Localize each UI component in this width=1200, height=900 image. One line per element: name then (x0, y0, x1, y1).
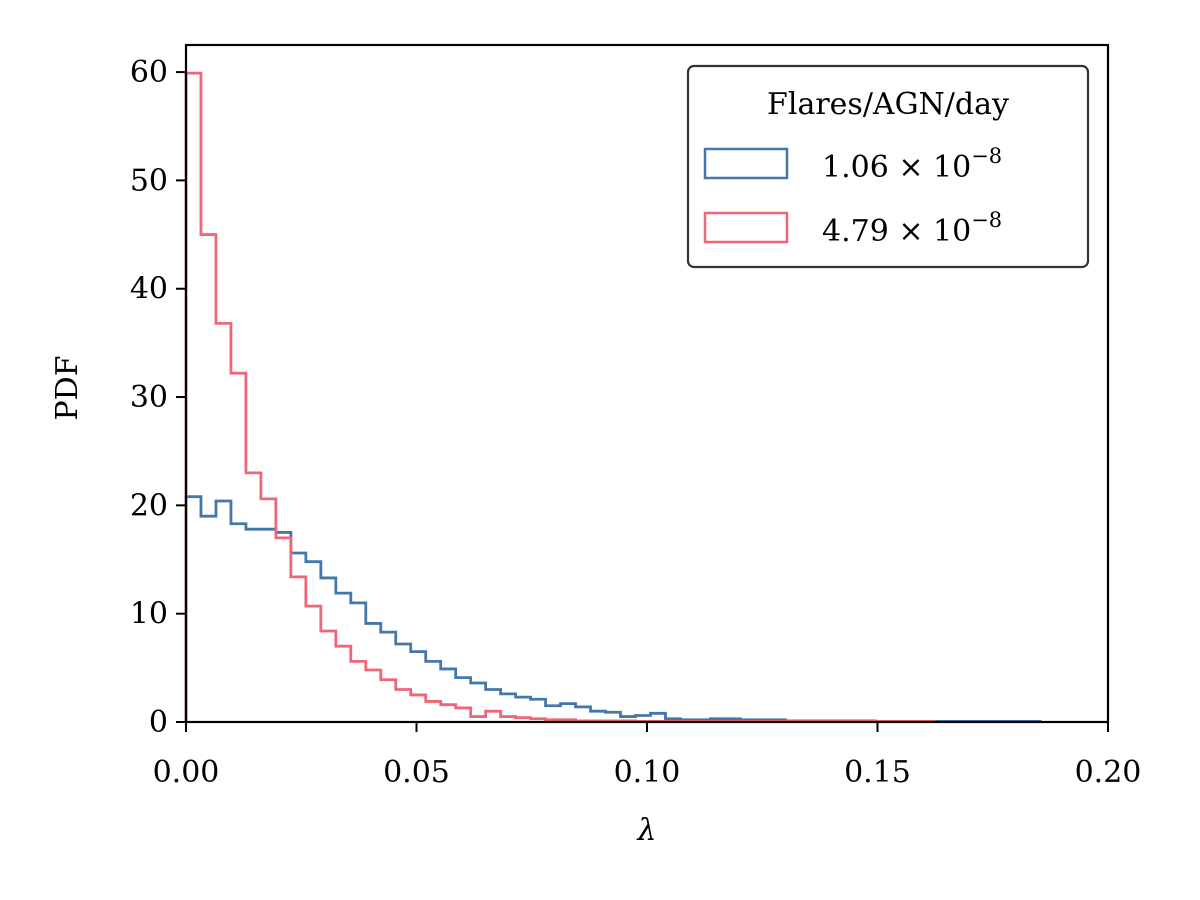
y-axis-label: PDF (50, 355, 85, 420)
legend-label-series-1: 1.06 × 10−8 (822, 144, 1002, 185)
x-axis-label: λ (636, 813, 656, 848)
x-tick-label: 0.15 (844, 755, 911, 790)
legend-swatch-series-2 (703, 211, 789, 244)
x-tick-label: 0.00 (153, 755, 220, 790)
legend-title: Flares/AGN/day (767, 87, 1009, 122)
x-tick-label: 0.10 (614, 755, 681, 790)
legend-label-series-2: 4.79 × 10−8 (822, 208, 1002, 249)
x-tick-label: 0.20 (1075, 755, 1142, 790)
ticks-layer: 0.00 0.05 0.10 0.15 0.20 0 10 20 30 40 50 60 (130, 55, 1142, 790)
legend: Flares/AGN/day 1.06 × 10−8 4.79 × 10−8 (686, 64, 1090, 269)
y-tick-label: 10 (130, 597, 168, 632)
y-tick-label: 50 (130, 163, 168, 198)
y-tick-label: 60 (130, 55, 168, 90)
y-tick-label: 40 (130, 272, 168, 307)
legend-swatch-series-1 (703, 147, 789, 180)
x-tick-label: 0.05 (383, 755, 450, 790)
y-tick-label: 0 (149, 705, 168, 740)
histogram-step-series-1 (184, 495, 1042, 723)
y-tick-label: 30 (130, 380, 168, 415)
y-tick-label: 20 (130, 488, 168, 523)
